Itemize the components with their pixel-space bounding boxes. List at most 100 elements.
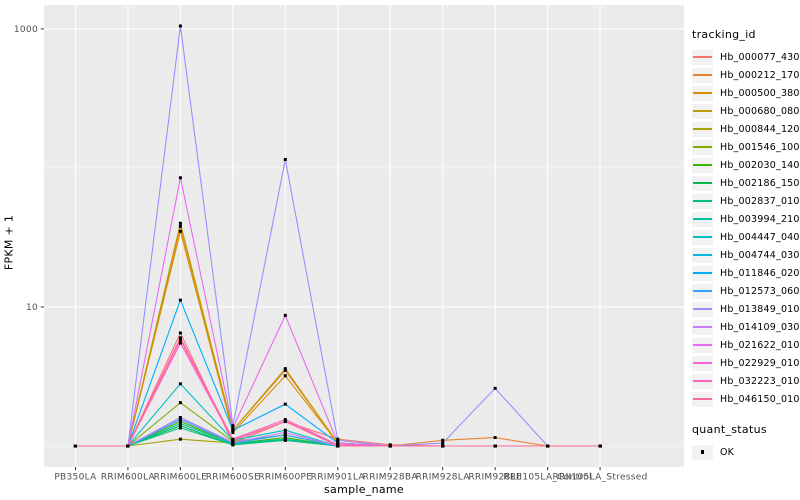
legend-item-Hb_004447_040: Hb_004447_040 bbox=[692, 228, 800, 246]
legend-item-Hb_046150_010: Hb_046150_010 bbox=[692, 390, 800, 408]
legend-item-label: Hb_013849_010 bbox=[720, 303, 800, 315]
legend-item-label: Hb_000500_380 bbox=[720, 87, 800, 99]
legend-item-label: Hb_002186_150 bbox=[720, 177, 800, 189]
data-point bbox=[283, 158, 287, 162]
line-color-key-icon bbox=[692, 373, 713, 389]
y-tick-label: 10 bbox=[26, 303, 38, 313]
x-tick-label: RRIM600LE bbox=[154, 473, 208, 483]
legend-item-label: Hb_002030_140 bbox=[720, 159, 800, 171]
legend-line-swatch bbox=[693, 146, 712, 148]
x-tick-label: RRIM600LA bbox=[101, 473, 156, 483]
data-point bbox=[178, 221, 182, 225]
data-point bbox=[546, 444, 550, 448]
y-tick-label: 1000 bbox=[14, 25, 38, 35]
legend-line-swatch bbox=[693, 362, 712, 364]
data-point bbox=[178, 437, 182, 441]
data-point bbox=[178, 229, 182, 233]
legend-item-label: Hb_002837_010 bbox=[720, 195, 800, 207]
legend-item-Hb_001546_100: Hb_001546_100 bbox=[692, 138, 800, 156]
legend-item-Hb_012573_060: Hb_012573_060 bbox=[692, 282, 799, 300]
data-point bbox=[283, 420, 287, 424]
data-point bbox=[178, 382, 182, 386]
data-point bbox=[178, 426, 182, 430]
x-tick-label: PB350LA bbox=[54, 473, 97, 483]
x-tick-label: RRIM928LE bbox=[468, 473, 522, 483]
legend-item-Hb_003994_210: Hb_003994_210 bbox=[692, 210, 800, 228]
legend-item-ok: OK bbox=[692, 443, 798, 461]
data-point bbox=[336, 441, 340, 445]
data-point bbox=[493, 436, 497, 440]
line-color-key-icon bbox=[692, 337, 713, 353]
line-color-key-icon bbox=[692, 229, 713, 245]
legend-title-tracking-id: tracking_id bbox=[692, 28, 756, 41]
data-point bbox=[283, 313, 287, 317]
line-color-key-icon bbox=[692, 283, 713, 299]
legend-item-Hb_022929_010: Hb_022929_010 bbox=[692, 354, 800, 372]
data-point bbox=[598, 444, 602, 448]
data-point bbox=[178, 424, 182, 428]
legend-item-Hb_021622_010: Hb_021622_010 bbox=[692, 336, 800, 354]
data-point bbox=[283, 431, 287, 435]
legend-item-label: Hb_001546_100 bbox=[720, 141, 800, 153]
legend-item-label: Hb_000212_170 bbox=[720, 69, 800, 81]
legend-line-swatch bbox=[693, 74, 712, 76]
legend-item-Hb_000077_430: Hb_000077_430 bbox=[692, 48, 800, 66]
legend-item-label: Hb_011846_020 bbox=[720, 267, 800, 279]
data-point bbox=[178, 224, 182, 228]
legend-item-label: Hb_014109_030 bbox=[720, 321, 800, 333]
line-color-key-icon bbox=[692, 85, 713, 101]
legend-line-swatch bbox=[693, 92, 712, 94]
data-point bbox=[178, 416, 182, 420]
line-color-key-icon bbox=[692, 67, 713, 83]
legend-item-label: Hb_046150_010 bbox=[720, 393, 800, 405]
legend-item-Hb_002186_150: Hb_002186_150 bbox=[692, 174, 800, 192]
legend-item-label: Hb_000844_120 bbox=[720, 123, 800, 135]
legend-item-Hb_000212_170: Hb_000212_170 bbox=[692, 66, 800, 84]
legend-panel: tracking_id Hb_000077_430 Hb_000212_170 Hb… bbox=[692, 28, 800, 461]
legend-line-swatch bbox=[693, 308, 712, 310]
x-tick-label: RRIM901LA bbox=[311, 473, 366, 483]
data-point bbox=[336, 438, 340, 442]
data-point bbox=[283, 367, 287, 371]
legend-item-label: Hb_000077_430 bbox=[720, 51, 800, 63]
legend-item-label: Hb_021622_010 bbox=[720, 339, 800, 351]
data-point bbox=[231, 431, 235, 435]
legend-line-swatch bbox=[693, 380, 712, 382]
line-color-key-icon bbox=[692, 139, 713, 155]
line-color-key-icon bbox=[692, 103, 713, 119]
data-point bbox=[283, 433, 287, 437]
legend-item-label: Hb_003994_210 bbox=[720, 213, 800, 225]
legend-item-label: OK bbox=[720, 446, 735, 458]
legend-line-swatch bbox=[693, 110, 712, 112]
legend-line-swatch bbox=[693, 272, 712, 274]
data-point bbox=[178, 336, 182, 340]
data-point bbox=[283, 402, 287, 406]
data-point bbox=[178, 418, 182, 422]
panel-background bbox=[44, 5, 684, 467]
data-point bbox=[441, 441, 445, 445]
x-tick-label: RRIM928BA bbox=[363, 473, 419, 483]
legend-item-label: Hb_004447_040 bbox=[720, 231, 800, 243]
line-color-key-icon bbox=[692, 301, 713, 317]
data-point bbox=[441, 438, 445, 442]
data-point bbox=[231, 428, 235, 432]
legend-line-swatch bbox=[693, 326, 712, 328]
legend-line-swatch bbox=[693, 344, 712, 346]
data-point bbox=[283, 418, 287, 422]
ok-point-key-icon bbox=[692, 444, 713, 460]
legend-item-Hb_000500_380: Hb_000500_380 bbox=[692, 84, 800, 102]
data-point bbox=[441, 444, 445, 448]
line-color-key-icon bbox=[692, 319, 713, 335]
x-tick-label: RRII105LA_Stressed bbox=[552, 473, 647, 483]
line-color-key-icon bbox=[692, 121, 713, 137]
data-point bbox=[493, 444, 497, 448]
legend-item-Hb_002030_140: Hb_002030_140 bbox=[692, 156, 800, 174]
line-color-key-icon bbox=[692, 265, 713, 281]
legend-line-swatch bbox=[693, 164, 712, 166]
data-point bbox=[126, 444, 130, 448]
line-color-key-icon bbox=[692, 193, 713, 209]
data-point bbox=[178, 298, 182, 302]
legend-item-label: Hb_022929_010 bbox=[720, 357, 800, 369]
